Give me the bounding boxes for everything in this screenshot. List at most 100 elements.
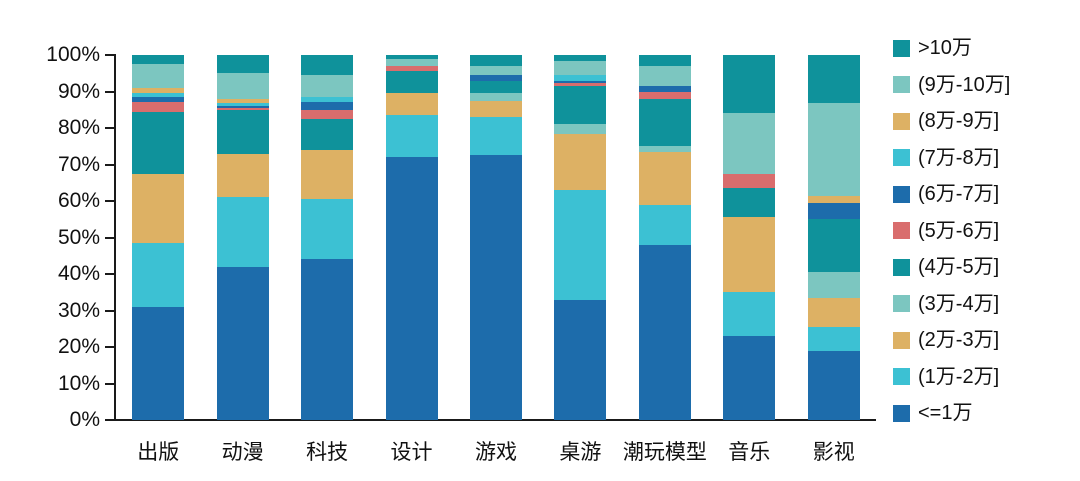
stacked-bar-1 (132, 55, 185, 420)
bar-segment (723, 113, 776, 174)
bar-segment (723, 188, 776, 218)
stacked-bar-4 (385, 55, 438, 420)
stacked-bar-7 (638, 55, 691, 420)
bar-segment (301, 55, 354, 76)
legend-label: (7万-8万] (918, 146, 1000, 169)
y-tick-mark (105, 346, 114, 348)
stacked-bar-5 (469, 55, 522, 420)
bar-segment (469, 75, 522, 81)
y-tick-label: 10% (57, 371, 100, 395)
bar-segment (132, 93, 185, 97)
bar-segment (554, 133, 607, 191)
legend-swatch-icon (893, 404, 910, 422)
legend-swatch-icon (893, 149, 910, 167)
bar-segment (807, 350, 860, 420)
x-axis-label: 潮玩模型 (622, 441, 707, 464)
x-axis-label: 科技 (306, 441, 349, 464)
y-tick-label: 20% (57, 335, 100, 358)
y-tick-label: 50% (57, 225, 100, 249)
bar-slot-5 (454, 55, 538, 420)
legend-swatch-icon (893, 112, 910, 130)
bar-segment (554, 124, 607, 134)
legend-swatch-icon (893, 185, 910, 203)
legend-swatch-icon (893, 295, 910, 313)
bar-slot-6 (538, 55, 622, 420)
bar-segment (216, 73, 269, 99)
legend-item: (2万-3万] (893, 322, 1010, 359)
y-tick-label: 90% (57, 79, 100, 103)
y-tick-mark (105, 419, 114, 421)
x-axis-line (106, 419, 876, 421)
y-tick-label: 100% (46, 43, 100, 66)
bar-segment (385, 115, 438, 158)
legend-swatch-icon (893, 39, 910, 57)
legend-label: (1万-2万] (918, 365, 1000, 388)
bar-segment (554, 80, 607, 84)
bar-segment (638, 204, 691, 245)
plot-bars (116, 55, 876, 420)
legend-label: (8万-9万] (918, 110, 1000, 133)
bar-segment (469, 100, 522, 118)
y-tick-mark (105, 309, 114, 312)
legend-item: (1万-2万] (893, 359, 1010, 396)
y-tick-mark (105, 90, 114, 93)
bar-segment (301, 109, 354, 119)
bar-segment (385, 93, 438, 116)
legend-label: (3万-4万] (918, 292, 1000, 315)
bar-segment (638, 66, 691, 87)
legend-swatch-icon (893, 222, 910, 240)
bar-segment (638, 244, 691, 420)
legend: >10万 (9万-10万] (8万-9万] (7万-8万] (6万-7万] (5万-6万]… (893, 30, 1010, 432)
x-axis-label: 音乐 (728, 441, 771, 464)
bar-segment (132, 242, 185, 307)
bar-segment (554, 55, 607, 61)
bar-slot-3 (285, 55, 369, 420)
bar-segment (132, 173, 185, 243)
x-axis-label: 设计 (390, 441, 433, 464)
bar-segment (723, 292, 776, 337)
legend-item: <=1万 (893, 395, 1010, 432)
y-tick-label: 70% (57, 152, 100, 176)
x-axis-label: 桌游 (559, 441, 602, 464)
bar-segment (723, 217, 776, 293)
bar-segment (132, 97, 185, 103)
y-tick-label: 30% (57, 298, 100, 322)
bar-segment (638, 146, 691, 152)
bar-segment (301, 149, 354, 200)
y-tick-mark (105, 127, 114, 129)
legend-item: (9万-10万] (893, 67, 1010, 104)
bar-segment (216, 197, 269, 267)
bar-segment (385, 55, 438, 59)
legend-label: (5万-6万] (918, 219, 1000, 242)
bar-segment (723, 55, 776, 114)
legend-label: (4万-5万] (918, 256, 1000, 279)
y-tick-label: 0% (69, 408, 100, 431)
y-tick-mark (105, 200, 114, 202)
y-tick-mark (105, 54, 114, 56)
bar-segment (807, 102, 860, 196)
bar-slot-1 (116, 55, 200, 420)
x-axis-label: 出版 (137, 441, 180, 464)
bar-segment (469, 117, 522, 156)
bar-segment (385, 71, 438, 94)
stacked-bar-3 (301, 55, 354, 420)
bar-segment (638, 91, 691, 99)
legend-swatch-icon (893, 331, 910, 349)
bar-segment (807, 326, 860, 351)
legend-label: (6万-7万] (918, 183, 1000, 206)
bar-segment (301, 118, 354, 150)
bar-segment (301, 75, 354, 98)
y-axis-line (114, 54, 116, 421)
bar-segment (638, 86, 691, 92)
bar-segment (132, 55, 185, 65)
legend-item: (5万-6万] (893, 213, 1010, 250)
bar-segment (132, 87, 185, 94)
legend-label: (9万-10万] (918, 73, 1011, 96)
bar-segment (638, 98, 691, 147)
bar-segment (216, 107, 269, 110)
x-axis-label: 游戏 (474, 441, 517, 464)
bar-segment (554, 60, 607, 76)
stacked-bar-6 (554, 55, 607, 420)
bar-segment (301, 259, 354, 420)
